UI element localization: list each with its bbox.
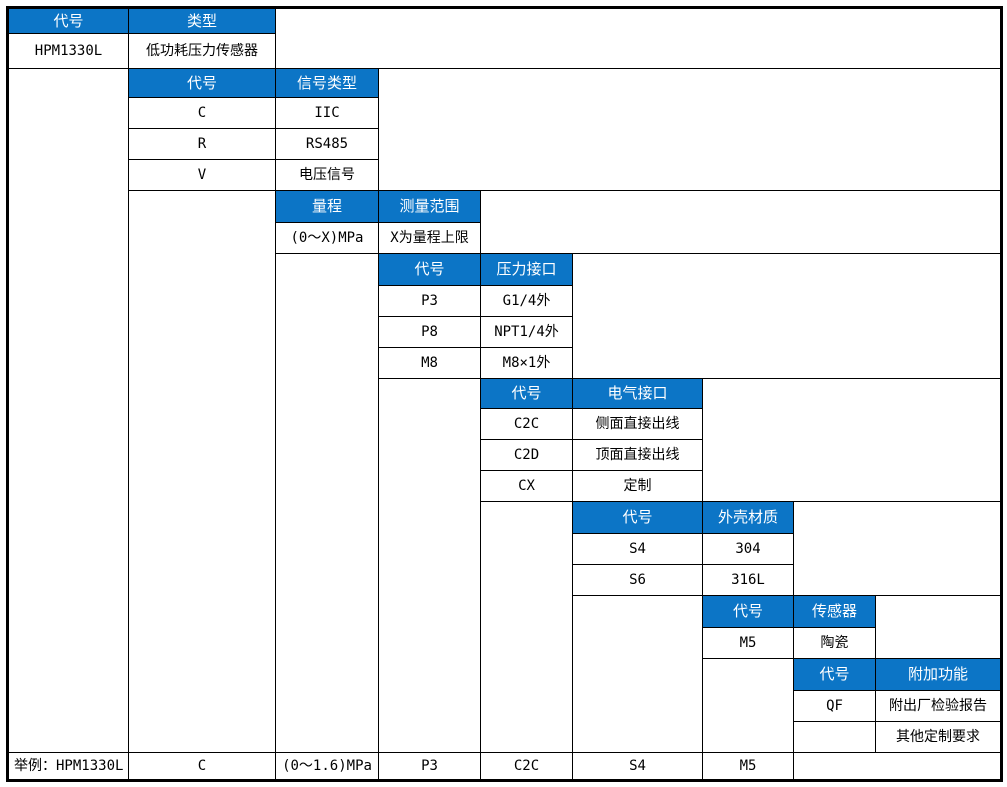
example-port-cell: P3 bbox=[378, 752, 481, 780]
example-housing-cell: S4 bbox=[572, 752, 703, 780]
example-label-cell: 举例：HPM1330L bbox=[8, 752, 129, 780]
empty-cell bbox=[275, 8, 1001, 69]
housing-value-cell: 316L bbox=[702, 564, 794, 596]
empty-cell bbox=[378, 68, 1001, 191]
addon-code-cell: QF bbox=[793, 690, 876, 722]
example-range-cell: (0～1.6)MPa bbox=[275, 752, 379, 780]
sensor-value-cell: 陶瓷 bbox=[793, 627, 876, 659]
port-code-cell: P3 bbox=[378, 285, 481, 317]
code-header-cell: 代号 bbox=[8, 8, 129, 34]
housing-code-cell: S4 bbox=[572, 533, 703, 565]
signal-value-cell: RS485 bbox=[275, 128, 379, 160]
ordering-guide-table: 代号 类型 HPM1330L 低功耗压力传感器 代号 信号类型 C IIC R … bbox=[6, 6, 1003, 782]
empty-cell bbox=[875, 595, 1001, 659]
range-scope-header-cell: 测量范围 bbox=[378, 190, 481, 223]
sensor-header-cell: 传感器 bbox=[793, 595, 876, 628]
empty-cell bbox=[702, 658, 794, 753]
empty-cell bbox=[793, 501, 1001, 596]
port-value-cell: NPT1/4外 bbox=[480, 316, 573, 348]
signal-value-cell: 电压信号 bbox=[275, 159, 379, 191]
electrical-code-cell: C2D bbox=[480, 439, 573, 471]
addon-header-cell: 附加功能 bbox=[875, 658, 1001, 691]
electrical-value-cell: 侧面直接出线 bbox=[572, 408, 703, 440]
signal-type-header-cell: 信号类型 bbox=[275, 68, 379, 98]
port-code-cell: M8 bbox=[378, 347, 481, 379]
signal-code-cell: C bbox=[128, 97, 276, 129]
electrical-value-cell: 顶面直接出线 bbox=[572, 439, 703, 471]
electrical-code-header-cell: 代号 bbox=[480, 378, 573, 409]
example-addon-cell bbox=[793, 752, 1001, 780]
type-header-cell: 类型 bbox=[128, 8, 276, 34]
empty-cell bbox=[275, 253, 379, 753]
range-header-cell: 量程 bbox=[275, 190, 379, 223]
example-sensor-cell: M5 bbox=[702, 752, 794, 780]
addon-code-header-cell: 代号 bbox=[793, 658, 876, 691]
signal-value-cell: IIC bbox=[275, 97, 379, 129]
signal-code-header-cell: 代号 bbox=[128, 68, 276, 98]
electrical-code-cell: C2C bbox=[480, 408, 573, 440]
addon-value-cell: 附出厂检验报告 bbox=[875, 690, 1001, 722]
range-code-cell: (0～X)MPa bbox=[275, 222, 379, 254]
example-signal-cell: C bbox=[128, 752, 276, 780]
model-type-cell: 低功耗压力传感器 bbox=[128, 33, 276, 69]
addon-code-cell bbox=[793, 721, 876, 753]
empty-cell bbox=[572, 253, 1001, 379]
model-code-cell: HPM1330L bbox=[8, 33, 129, 69]
housing-value-cell: 304 bbox=[702, 533, 794, 565]
empty-cell bbox=[378, 378, 481, 753]
port-code-header-cell: 代号 bbox=[378, 253, 481, 286]
empty-cell bbox=[572, 595, 703, 753]
empty-cell bbox=[702, 378, 1001, 502]
empty-cell bbox=[480, 190, 1001, 254]
port-header-cell: 压力接口 bbox=[480, 253, 573, 286]
sensor-code-cell: M5 bbox=[702, 627, 794, 659]
empty-cell bbox=[128, 190, 276, 753]
sensor-code-header-cell: 代号 bbox=[702, 595, 794, 628]
port-value-cell: M8×1外 bbox=[480, 347, 573, 379]
housing-header-cell: 外壳材质 bbox=[702, 501, 794, 534]
electrical-code-cell: CX bbox=[480, 470, 573, 502]
port-value-cell: G1/4外 bbox=[480, 285, 573, 317]
housing-code-header-cell: 代号 bbox=[572, 501, 703, 534]
signal-code-cell: V bbox=[128, 159, 276, 191]
port-code-cell: P8 bbox=[378, 316, 481, 348]
electrical-value-cell: 定制 bbox=[572, 470, 703, 502]
signal-code-cell: R bbox=[128, 128, 276, 160]
housing-code-cell: S6 bbox=[572, 564, 703, 596]
example-electrical-cell: C2C bbox=[480, 752, 573, 780]
electrical-header-cell: 电气接口 bbox=[572, 378, 703, 409]
range-value-cell: X为量程上限 bbox=[378, 222, 481, 254]
empty-cell bbox=[480, 501, 573, 753]
empty-cell bbox=[8, 68, 129, 753]
addon-value-cell: 其他定制要求 bbox=[875, 721, 1001, 753]
